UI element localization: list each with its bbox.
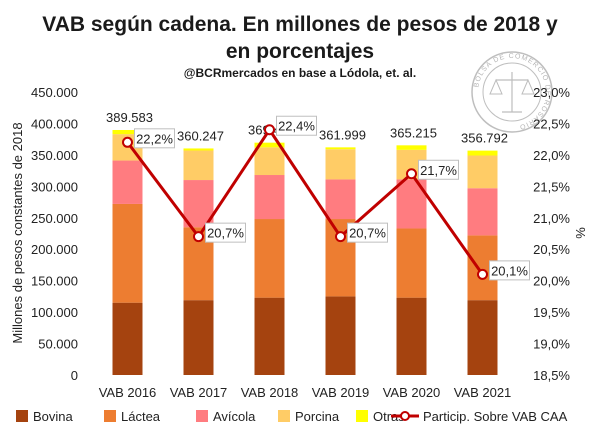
participation-marker bbox=[335, 231, 346, 243]
participation-marker bbox=[193, 231, 204, 243]
y-tick-label: 50.000 bbox=[38, 337, 78, 352]
x-tick-label: VAB 2017 bbox=[170, 385, 228, 400]
participation-marker bbox=[264, 124, 275, 136]
chart-title-line2: en porcentajes bbox=[226, 40, 374, 63]
participation-label: 22,2% bbox=[136, 131, 173, 146]
bar-segment-lctea bbox=[396, 228, 427, 298]
y-axis-title: Millones de pesos constantes de 2018 bbox=[10, 122, 25, 343]
y2-axis-title: % bbox=[573, 227, 588, 239]
legend-label: Porcina bbox=[295, 409, 340, 424]
bar-segment-avcola bbox=[254, 175, 285, 220]
legend-label: Particip. Sobre VAB CAA bbox=[423, 409, 568, 424]
bar-segment-otras bbox=[396, 145, 427, 150]
chart-title-line1: VAB según cadena. En millones de pesos d… bbox=[42, 13, 558, 36]
legend: Bovina Láctea Avícola Porcina Otras Particip.… bbox=[16, 409, 568, 424]
bar-segment-bovina bbox=[183, 300, 214, 375]
y-tick-label: 150.000 bbox=[31, 274, 78, 289]
y2-tick-label: 19,5% bbox=[533, 305, 570, 320]
bar-segment-avcola bbox=[112, 160, 143, 204]
legend-label: Otras bbox=[373, 409, 405, 424]
legend-swatch-porcina bbox=[278, 410, 290, 422]
stacked-bars bbox=[112, 129, 498, 375]
bar-total-label: 356.792 bbox=[461, 131, 508, 146]
x-tick-label: VAB 2016 bbox=[99, 385, 157, 400]
legend-swatch-avcola bbox=[196, 410, 208, 422]
y2-tick-label: 22,0% bbox=[533, 148, 570, 163]
y-tick-label: 300.000 bbox=[31, 179, 78, 194]
legend-swatch-lctea bbox=[104, 410, 116, 422]
participation-label-box bbox=[347, 222, 388, 243]
x-tick-label: VAB 2020 bbox=[383, 385, 441, 400]
legend-label: Avícola bbox=[213, 409, 256, 424]
bar-segment-otras bbox=[183, 148, 214, 151]
legend-swatch-bovina bbox=[16, 410, 28, 422]
participation-label: 21,7% bbox=[420, 163, 457, 178]
y-tick-label: 450.000 bbox=[31, 85, 78, 100]
y2-tick-label: 20,0% bbox=[533, 274, 570, 289]
y2-tick-label: 23,0% bbox=[533, 85, 570, 100]
participation-marker bbox=[122, 136, 133, 148]
bar-segment-porcina bbox=[254, 147, 285, 176]
y-tick-label: 400.000 bbox=[31, 116, 78, 131]
y2-axis-ticks: 18,5% 19,0% 19,5% 20,0% 20,5% 21,0% 21,5% 22,0%… bbox=[533, 85, 570, 383]
bar-total-label: 365.215 bbox=[390, 125, 437, 140]
bar-segment-lctea bbox=[112, 203, 143, 303]
bar-total-label: 389.583 bbox=[106, 110, 153, 125]
y2-tick-label: 22,5% bbox=[533, 116, 570, 131]
y-tick-label: 0 bbox=[71, 368, 78, 383]
y-tick-label: 350.000 bbox=[31, 148, 78, 163]
bar-segment-bovina bbox=[396, 297, 427, 375]
y2-tick-label: 21,0% bbox=[533, 211, 570, 226]
y2-tick-label: 21,5% bbox=[533, 179, 570, 194]
chart-subtitle: @BCRmercados en base a Lódola, et. al. bbox=[184, 66, 416, 80]
participation-label: 20,7% bbox=[349, 226, 386, 241]
x-tick-label: VAB 2019 bbox=[312, 385, 370, 400]
bar-segment-avcola bbox=[325, 179, 356, 220]
participation-marker bbox=[406, 168, 417, 180]
participation-line: 22,2% 20,7% 22,4% 20,7% 21,7% 20,1% bbox=[122, 115, 530, 281]
bar-segment-bovina bbox=[467, 300, 498, 375]
bar-segment-otras bbox=[467, 150, 498, 156]
bar-segment-otras bbox=[325, 147, 356, 150]
bar-segment-bovina bbox=[325, 296, 356, 375]
y-tick-label: 200.000 bbox=[31, 242, 78, 257]
bar-segment-lctea bbox=[254, 219, 285, 298]
y-axis-ticks: 0 50.000 100.000 150.000 200.000 250.000 300.0… bbox=[31, 85, 78, 383]
bar-segment-otras bbox=[112, 129, 143, 135]
y2-tick-label: 20,5% bbox=[533, 242, 570, 257]
participation-label-box bbox=[276, 115, 317, 136]
legend-label: Láctea bbox=[121, 409, 161, 424]
y-tick-label: 250.000 bbox=[31, 211, 78, 226]
participation-label-box bbox=[134, 128, 175, 149]
x-axis-ticks: VAB 2016 VAB 2017 VAB 2018 VAB 2019 VAB 2020… bbox=[99, 385, 512, 400]
participation-marker bbox=[477, 268, 488, 280]
legend-label: Bovina bbox=[33, 409, 74, 424]
x-tick-label: VAB 2021 bbox=[454, 385, 512, 400]
legend-line-marker bbox=[400, 411, 410, 421]
bar-segment-porcina bbox=[183, 150, 214, 181]
bar-segment-bovina bbox=[254, 297, 285, 375]
x-tick-label: VAB 2018 bbox=[241, 385, 299, 400]
bar-total-label: 361.999 bbox=[319, 127, 366, 142]
participation-label-box bbox=[205, 222, 246, 243]
y-tick-label: 100.000 bbox=[31, 305, 78, 320]
participation-label-box bbox=[418, 159, 459, 180]
y2-tick-label: 19,0% bbox=[533, 337, 570, 352]
participation-label-box bbox=[489, 260, 530, 281]
bar-segment-porcina bbox=[467, 155, 498, 189]
participation-label: 20,7% bbox=[207, 226, 244, 241]
y2-tick-label: 18,5% bbox=[533, 368, 570, 383]
participation-label: 22,4% bbox=[278, 119, 315, 134]
bar-segment-avcola bbox=[467, 188, 498, 236]
bar-segment-porcina bbox=[325, 149, 356, 180]
legend-swatch-otras bbox=[356, 410, 368, 422]
bar-segment-bovina bbox=[112, 302, 143, 375]
participation-label: 20,1% bbox=[491, 263, 528, 278]
participation-line-path bbox=[126, 128, 484, 276]
bar-segment-otras bbox=[254, 142, 285, 148]
bar-total-label: 360.247 bbox=[177, 128, 224, 143]
